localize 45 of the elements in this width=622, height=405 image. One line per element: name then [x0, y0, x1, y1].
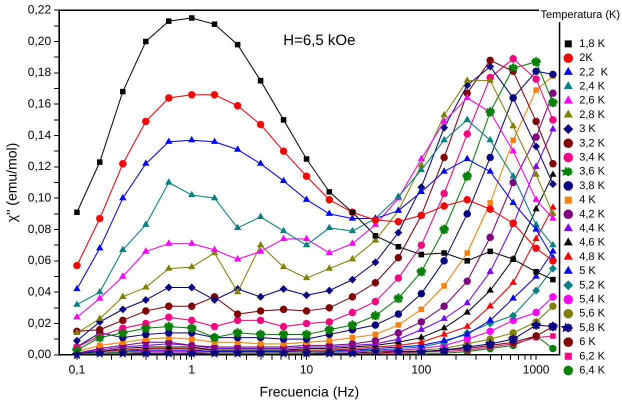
legend-label: 4,8 K [579, 250, 606, 263]
legend-label: 2K [579, 52, 594, 64]
legend-label: 6,4 K [579, 364, 606, 377]
legend-label: 4,6 K [579, 236, 606, 249]
x-tick-label: 100 [411, 362, 432, 376]
y-tick-label: 0,08 [28, 222, 52, 236]
x-tick-label: 10 [300, 362, 314, 376]
y-tick-label: 0,14 [28, 128, 52, 142]
y-tick-label: 0,10 [28, 190, 52, 204]
legend-label: 6,2 K [579, 350, 606, 362]
annotation: H=6,5 kOe [283, 32, 356, 50]
legend-label: 5 K [579, 265, 596, 278]
y-tick-label: 0,18 [28, 65, 52, 80]
x-tick-label: 0,1 [68, 362, 86, 376]
y-tick-label: 0,12 [28, 159, 52, 174]
y-tick-label: 0,00 [28, 347, 52, 362]
legend-label: 2,6 K [579, 94, 606, 107]
legend-label: 6 K [579, 336, 596, 348]
legend-label: 2,4 K [579, 80, 606, 93]
y-tick-label: 0,06 [28, 253, 52, 268]
y-tick-label: 0,16 [28, 96, 52, 110]
legend-label: 3,6 K [579, 166, 606, 178]
legend-label: 5,8 K [579, 322, 606, 334]
y-tick-label: 0,02 [28, 316, 52, 330]
legend-label: 3,8 K [579, 180, 606, 192]
legend-title: Temperatura (K) [538, 9, 622, 22]
legend-label: 3 K [579, 123, 596, 136]
legend-label: 5,2 K [579, 279, 606, 292]
legend-label: 3,4 K [579, 152, 606, 164]
legend-label: 4 K [579, 194, 596, 206]
legend-label: 4,2 K [579, 208, 606, 220]
x-tick-label: 1000 [522, 362, 550, 376]
y-axis-title: χ'' (emu/mol) [3, 142, 20, 222]
legend-label: 1,8 K [579, 38, 606, 50]
y-tick-label: 0,22 [28, 2, 52, 17]
legend-label: 2,8 K [579, 108, 606, 121]
legend-label: 3,2 K [579, 137, 606, 150]
x-tick-label: 1 [188, 362, 196, 376]
y-tick-label: 0,04 [28, 284, 52, 298]
legend-label: 2,2 K [579, 66, 609, 78]
legend-label: 4,4 K [579, 222, 606, 235]
legend-label: 5,6 K [579, 308, 606, 320]
legend-label: 5,4 K [579, 294, 606, 306]
y-tick-label: 0,20 [28, 34, 52, 48]
x-axis-title: Frecuencia (Hz) [260, 383, 360, 400]
